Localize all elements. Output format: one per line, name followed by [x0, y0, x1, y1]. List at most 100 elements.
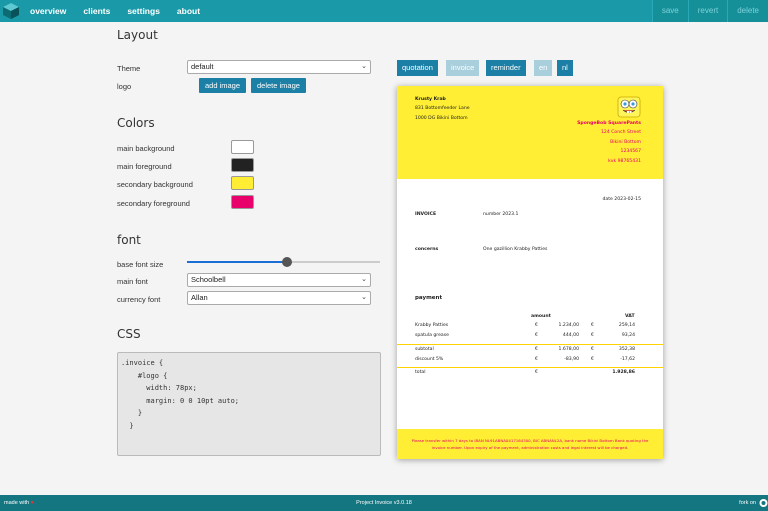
- github-icon[interactable]: [759, 498, 768, 508]
- chevron-down-icon: ⌄: [361, 276, 367, 283]
- add-image-button[interactable]: add image: [199, 78, 247, 93]
- secondary-background-swatch[interactable]: [231, 176, 254, 190]
- sender-address: 831 Bottomfeeder Lane: [415, 106, 470, 111]
- concerns-value: One gazillion Krabby Patties: [483, 247, 548, 252]
- discount-label: discount 5%: [415, 357, 444, 362]
- slider-handle[interactable]: [282, 257, 293, 267]
- heart-icon: ♥: [30, 500, 34, 506]
- main-font-select[interactable]: Schoolbell ⌄: [187, 273, 371, 287]
- logo-label: logo: [117, 82, 132, 91]
- discount-vat-currency: €: [591, 357, 594, 362]
- reminder-button[interactable]: reminder: [486, 60, 526, 76]
- top-bar: overview clients settings about save rev…: [0, 0, 768, 22]
- line-item-currency: €: [535, 323, 538, 328]
- payment-label: payment: [415, 295, 443, 301]
- sender-city: 1000 DG Bikini Bottom: [415, 116, 468, 121]
- subtotal-currency: €: [535, 347, 538, 352]
- lang-nl-button[interactable]: nl: [557, 60, 573, 76]
- color-label-main-foreground: main foreground: [117, 162, 172, 171]
- delete-button[interactable]: delete: [727, 0, 768, 22]
- subtotal-amount: 1.678,00: [558, 347, 579, 352]
- save-button[interactable]: save: [651, 0, 688, 22]
- theme-select[interactable]: default ⌄: [187, 60, 371, 74]
- font-heading: font: [117, 233, 141, 247]
- col-amount: amount: [531, 314, 551, 319]
- discount-amount: -83,90: [564, 357, 579, 362]
- line-item-name: spatula grease: [415, 333, 449, 338]
- subtotal-label: subtotal: [415, 347, 434, 352]
- css-heading: CSS: [117, 327, 141, 341]
- line-item-name: Krabby Patties: [415, 323, 449, 328]
- top-actions: save revert delete: [651, 0, 768, 22]
- layout-heading: Layout: [117, 28, 158, 42]
- subtotal-vat: 352,38: [618, 347, 635, 352]
- nav-about[interactable]: about: [176, 6, 201, 16]
- subtotal-vat-currency: €: [591, 347, 594, 352]
- theme-label: Theme: [117, 64, 141, 73]
- client-name: SpongeBob SquarePants: [577, 121, 641, 126]
- client-logo-icon: [617, 96, 641, 118]
- invoice-preview: Krusty Krab 831 Bottomfeeder Lane 1000 D…: [397, 86, 663, 459]
- line-item-vat-currency: €: [591, 333, 594, 338]
- currency-font-select[interactable]: Allan ⌄: [187, 291, 371, 305]
- divider: [397, 344, 663, 345]
- client-city: Bikini Bottom: [610, 140, 641, 145]
- discount-currency: €: [535, 357, 538, 362]
- base-font-size-label: base font size: [117, 260, 164, 269]
- invoice-date: date 2023-02-15: [602, 197, 641, 202]
- line-item-vat: 259,14: [618, 323, 635, 328]
- nav-clients[interactable]: clients: [83, 6, 111, 16]
- base-font-size-slider[interactable]: [187, 257, 380, 267]
- concerns-label: concerns: [415, 247, 439, 252]
- discount-vat: -17,62: [620, 357, 635, 362]
- client-kvk: kvk 98765431: [608, 159, 641, 164]
- secondary-foreground-swatch[interactable]: [231, 195, 254, 209]
- line-item-amount: 444,00: [562, 333, 579, 338]
- currency-font-value: Allan: [191, 293, 208, 302]
- css-editor[interactable]: .invoice { #logo { width: 78px; margin: …: [117, 352, 381, 456]
- currency-font-label: currency font: [117, 295, 161, 304]
- chevron-down-icon: ⌄: [361, 63, 367, 70]
- colors-heading: Colors: [117, 116, 155, 130]
- total-currency: €: [535, 370, 538, 375]
- line-item-vat-currency: €: [591, 323, 594, 328]
- main-foreground-swatch[interactable]: [231, 158, 254, 172]
- revert-button[interactable]: revert: [687, 0, 728, 22]
- payment-terms-line2: invoice number. Upon expiry of the payme…: [431, 445, 629, 450]
- nav-settings[interactable]: settings: [127, 6, 160, 16]
- main-font-label: main font: [117, 277, 148, 286]
- main-background-swatch[interactable]: [231, 140, 254, 154]
- total-label: total: [415, 370, 426, 375]
- line-item-vat: 93,24: [621, 333, 635, 338]
- divider: [397, 367, 663, 368]
- color-label-secondary-foreground: secondary foreground: [117, 199, 190, 208]
- made-with-text: made with: [4, 500, 30, 506]
- invoice-footer: [397, 429, 663, 459]
- invoice-title: INVOICE: [415, 212, 437, 217]
- total-amount: 1.928,86: [612, 370, 635, 375]
- app-logo-icon[interactable]: [2, 2, 20, 20]
- slider-fill: [187, 261, 288, 263]
- lang-en-button[interactable]: en: [534, 60, 553, 76]
- main-font-value: Schoolbell: [191, 275, 226, 284]
- fork-link[interactable]: fork on: [739, 500, 756, 506]
- client-street: 124 Conch Street: [600, 130, 641, 135]
- line-item-amount: 1.234,00: [558, 323, 579, 328]
- invoice-button[interactable]: invoice: [446, 60, 480, 76]
- version-label: Project Invoice v3.0.18: [356, 500, 412, 506]
- line-item-currency: €: [535, 333, 538, 338]
- theme-select-value: default: [191, 62, 214, 71]
- bottom-bar: made with ♥ Project Invoice v3.0.18 fork…: [0, 495, 768, 511]
- color-label-main-background: main background: [117, 144, 175, 153]
- payment-terms-line1: Please transfer within 7 days to IBAN NL…: [411, 438, 649, 443]
- quotation-button[interactable]: quotation: [397, 60, 438, 76]
- invoice-number: number 2023.1: [483, 212, 519, 217]
- color-label-secondary-background: secondary background: [117, 180, 193, 189]
- nav-overview[interactable]: overview: [30, 6, 67, 16]
- main-nav: overview clients settings about: [30, 0, 217, 22]
- chevron-down-icon: ⌄: [361, 294, 367, 301]
- delete-image-button[interactable]: delete image: [251, 78, 306, 93]
- client-postal: 1234567: [620, 149, 641, 154]
- sender-name: Krusty Krab: [415, 97, 446, 102]
- col-vat: VAT: [625, 314, 635, 319]
